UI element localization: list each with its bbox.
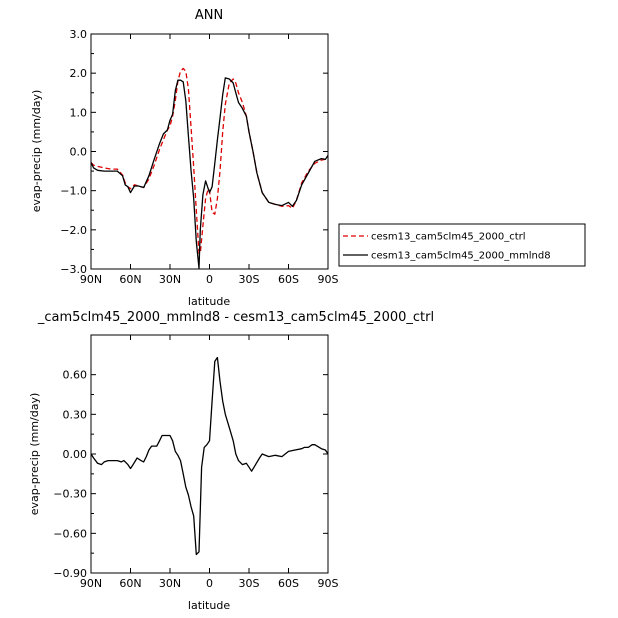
bottom-y-tick-label: −0.90 <box>53 567 87 580</box>
bottom-x-tick-label: 30N <box>159 577 181 590</box>
top-x-tick-label: 90S <box>318 273 339 286</box>
bottom-x-axis-label: latitude <box>188 599 230 612</box>
bottom-y-tick-label: 0.60 <box>63 369 88 382</box>
bottom-y-tick-label: 0.00 <box>63 448 88 461</box>
bottom-panel: _cam5clm45_2000_mmlnd8 - cesm13_cam5clm4… <box>28 310 434 612</box>
top-y-axis-label: evap-precip (mm/day) <box>30 90 43 213</box>
top-x-tick-label: 90N <box>80 273 102 286</box>
top-series-line-1 <box>90 67 329 254</box>
top-y-tick-label: −3.0 <box>60 263 87 276</box>
top-panel: ANN 90N 60N 30N 0 30S 60S 90S 3.0 2.0 1.0 0.0 −1.0 −… <box>30 8 339 308</box>
legend-ctrl-label: cesm13_cam5clm45_2000_ctrl <box>371 232 526 243</box>
top-y-tick-label: 0.0 <box>70 146 88 159</box>
bottom-x-tick-label: 30S <box>239 577 260 590</box>
top-y-tick-label: 2.0 <box>70 67 88 80</box>
top-panel-title: ANN <box>195 8 223 23</box>
bottom-x-tick-label: 60S <box>278 577 299 590</box>
bottom-x-tick-label: 0 <box>206 577 213 590</box>
top-y-tick-label: 3.0 <box>70 28 88 41</box>
bottom-panel-title: _cam5clm45_2000_mmlnd8 - cesm13_cam5clm4… <box>37 310 434 325</box>
top-series-line-2 <box>90 77 329 269</box>
top-x-tick-label: 0 <box>206 273 213 286</box>
top-x-tick-label: 30S <box>239 273 260 286</box>
top-x-axis-label: latitude <box>188 295 230 308</box>
bottom-series-line-1 <box>90 356 329 556</box>
legend-box <box>338 223 586 267</box>
bottom-y-tick-label: −0.60 <box>53 527 87 540</box>
top-y-tick-label: 1.0 <box>70 106 88 119</box>
top-y-tick-label: −2.0 <box>60 224 87 237</box>
bottom-x-tick-label: 60N <box>119 577 141 590</box>
bottom-plot-frame <box>90 334 329 574</box>
bottom-y-tick-label: 0.30 <box>63 408 88 421</box>
top-x-tick-label: 30N <box>159 273 181 286</box>
bottom-x-tick-label: 90N <box>80 577 102 590</box>
top-x-tick-label: 60S <box>278 273 299 286</box>
bottom-y-axis-label: evap-precip (mm/day) <box>28 393 41 516</box>
bottom-y-tick-label: −0.30 <box>53 488 87 501</box>
bottom-x-tick-label: 90S <box>318 577 339 590</box>
top-plot-frame <box>90 33 329 270</box>
top-y-tick-label: −1.0 <box>60 185 87 198</box>
top-x-tick-label: 60N <box>119 273 141 286</box>
legend-mmlnd8-label: cesm13_cam5clm45_2000_mmlnd8 <box>371 251 551 262</box>
legend: cesm13_cam5clm45_2000_ctrl cesm13_cam5cl… <box>338 223 586 267</box>
